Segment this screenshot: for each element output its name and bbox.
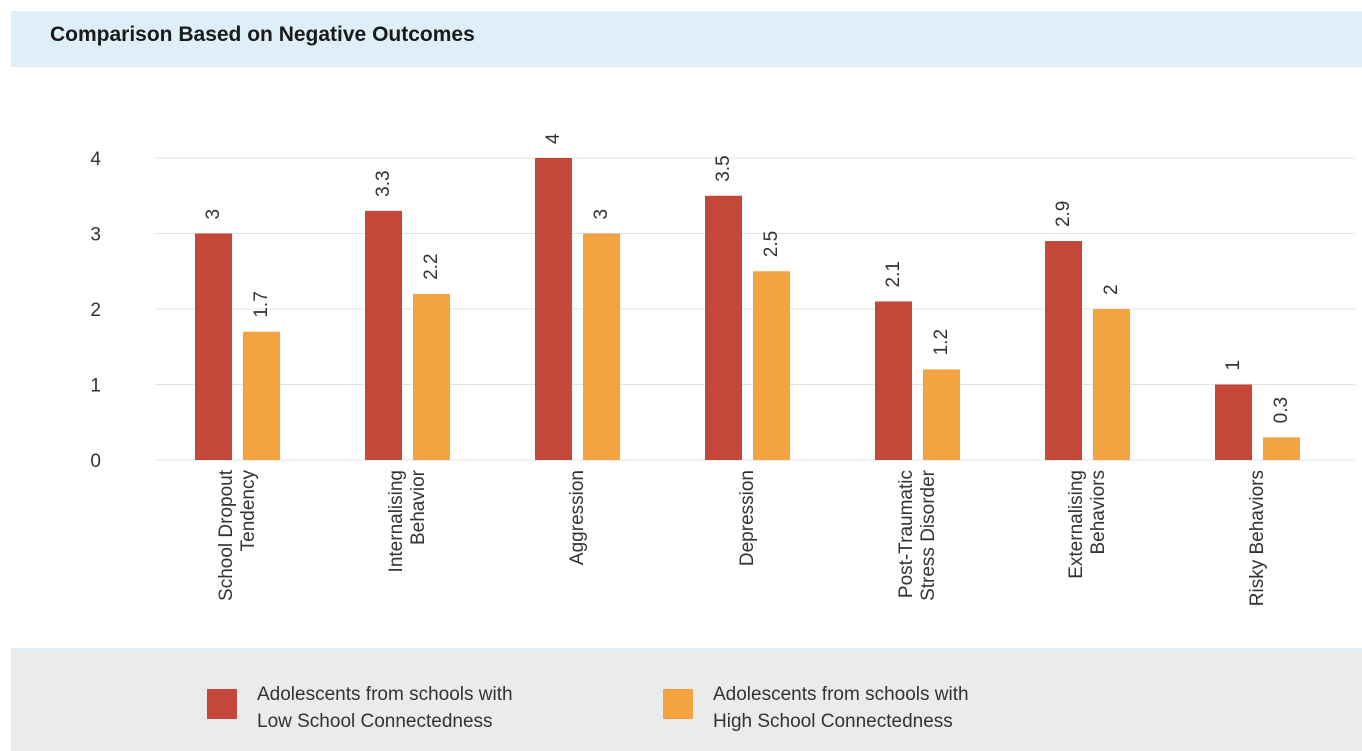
x-tick-label: Stress Disorder (918, 469, 939, 601)
bar-low (535, 158, 572, 460)
y-tick-label: 0 (90, 451, 101, 472)
bar-high (1263, 437, 1300, 460)
bar-low (1215, 384, 1252, 460)
data-label: 2 (1101, 284, 1122, 295)
bar-low (705, 195, 742, 460)
data-label: 3.5 (713, 155, 734, 181)
bar-low (1045, 241, 1082, 460)
x-tick-label: Tendency (238, 470, 259, 552)
x-tick-label: Risky Behaviors (1247, 470, 1268, 606)
x-tick-label: Aggression (567, 470, 588, 565)
bar-high (583, 233, 620, 460)
x-tick-label: Post-Traumatic (896, 470, 917, 598)
data-label: 4 (543, 133, 564, 144)
chart-title: Comparison Based on Negative Outcomes (50, 23, 475, 46)
y-tick-label: 3 (90, 225, 101, 246)
data-label: 1 (1223, 360, 1244, 371)
bar-low (365, 210, 402, 460)
data-label: 1.7 (251, 291, 272, 317)
legend: Adolescents from schools with Low School… (11, 648, 1362, 751)
data-label: 2.5 (761, 231, 782, 257)
legend-label-low: Adolescents from schools with Low School… (257, 684, 513, 732)
bar-low (195, 233, 232, 460)
data-label: 0.3 (1271, 397, 1292, 423)
legend-swatch-high (663, 689, 693, 719)
x-tick-label: Behaviors (1088, 470, 1109, 555)
bar-high (1093, 309, 1130, 460)
x-tick-label: Behavior (408, 469, 429, 545)
data-label: 2.1 (883, 261, 904, 287)
data-label: 1.2 (931, 329, 952, 355)
y-tick-label: 2 (90, 300, 101, 321)
data-label: 2.2 (421, 253, 442, 279)
bar-high (923, 369, 960, 460)
x-tick-label: Externalising (1066, 470, 1087, 579)
chart-header: Comparison Based on Negative Outcomes (11, 11, 1362, 67)
y-tick-label: 1 (90, 376, 101, 397)
bar-high (243, 331, 280, 460)
x-tick-label: Internalising (386, 470, 407, 572)
x-tick-label: School Dropout (216, 469, 237, 601)
bar-chart: 0 1 2 3 4 3 1.7 School Dropout Tendency 3.3 2.2 Int… (90, 133, 1355, 606)
bar-high (753, 271, 790, 460)
data-label: 3.3 (373, 170, 394, 196)
legend-swatch-low (207, 689, 237, 719)
data-label: 2.9 (1053, 201, 1074, 227)
bar-low (875, 301, 912, 460)
data-label: 3 (203, 209, 224, 220)
legend-label-high: Adolescents from schools with High Schoo… (713, 684, 969, 732)
data-label: 3 (591, 209, 612, 220)
y-tick-label: 4 (90, 149, 101, 170)
bar-high (413, 293, 450, 460)
x-tick-label: Depression (737, 470, 758, 566)
